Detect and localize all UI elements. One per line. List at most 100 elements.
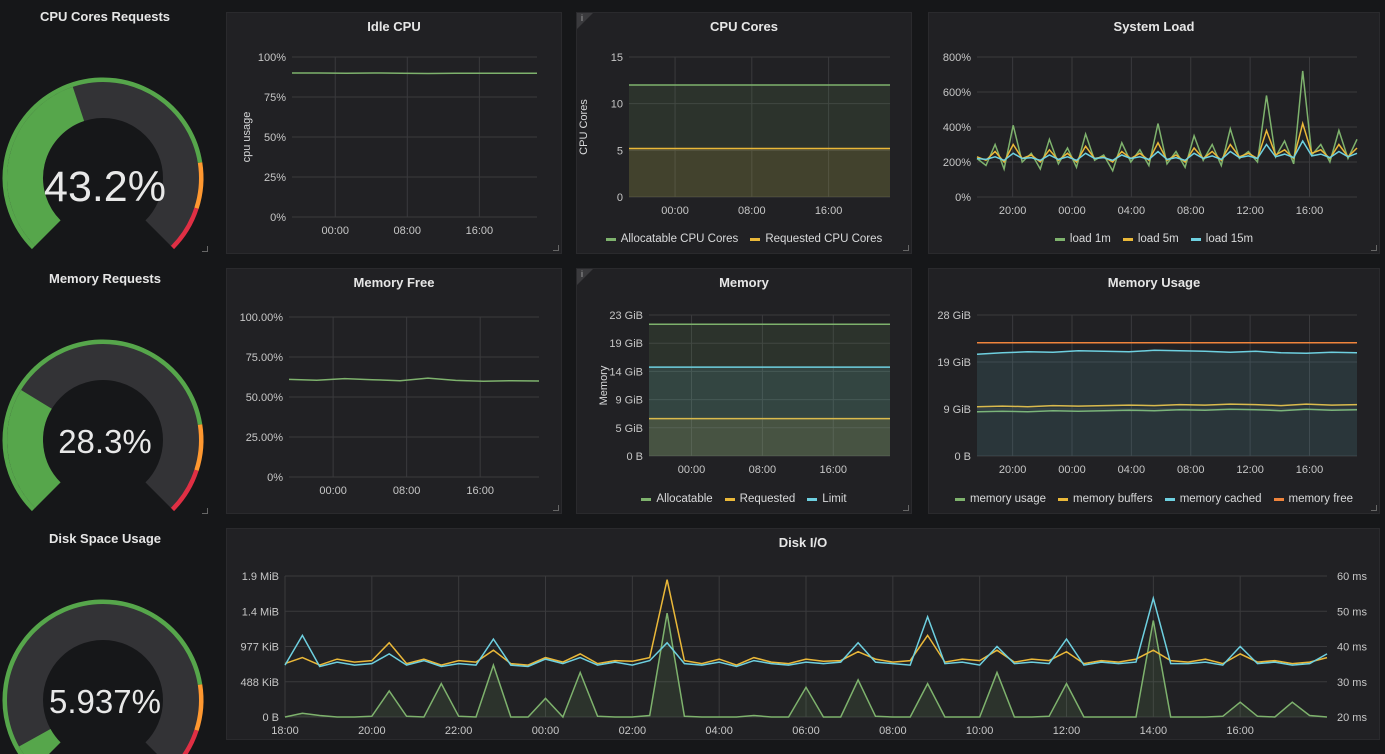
panel-memory-free[interactable]: Memory Free 0% 25.00% 50.00% 75.00% 100.00% 0… bbox=[226, 268, 562, 514]
legend-item[interactable]: memory cached bbox=[1164, 493, 1262, 505]
legend-item[interactable]: load 5m bbox=[1122, 233, 1179, 245]
y-tick-label: 600% bbox=[943, 87, 971, 99]
panel-title[interactable]: Idle CPU bbox=[367, 19, 421, 34]
resize-handle[interactable] bbox=[553, 505, 559, 511]
gauge-value-arc bbox=[7, 86, 85, 246]
resize-handle[interactable] bbox=[202, 246, 208, 252]
x-tick-label: 20:00 bbox=[358, 725, 386, 737]
series-area bbox=[649, 367, 890, 456]
x-tick-label: 12:00 bbox=[1236, 464, 1264, 476]
x-tick-label: 00:00 bbox=[532, 725, 560, 737]
threshold-arc-red bbox=[170, 469, 199, 512]
x-tick-label: 08:00 bbox=[749, 464, 777, 476]
chart-cpu-cores: 0 5 10 15 00:00 08:00 16:00 CPU Cores bbox=[578, 52, 890, 217]
legend-item[interactable]: memory usage bbox=[954, 493, 1046, 505]
info-corner[interactable] bbox=[577, 269, 593, 285]
gauge-memory-requests bbox=[2, 339, 204, 512]
legend-swatch bbox=[1122, 237, 1133, 241]
legend-item[interactable]: load 15m bbox=[1190, 233, 1253, 245]
y-tick-label: 200% bbox=[943, 157, 971, 169]
panel-cpu-cores[interactable]: i CPU Cores 0 5 10 15 00:00 08:00 16:00 CPU Cor… bbox=[576, 12, 912, 254]
panel-system-load[interactable]: System Load 0% 200% 400% 600% 800% 20:00 00:00… bbox=[928, 12, 1380, 254]
x-tick-label: 12:00 bbox=[1236, 205, 1264, 217]
x-tick-label: 08:00 bbox=[879, 725, 907, 737]
legend-item[interactable]: load 1m bbox=[1054, 233, 1111, 245]
threshold-arc-green bbox=[2, 599, 203, 754]
info-corner[interactable] bbox=[577, 13, 593, 29]
x-tick-label: 16:00 bbox=[1226, 725, 1254, 737]
legend-item[interactable]: memory free bbox=[1273, 493, 1353, 505]
panel-memory-usage[interactable]: Memory Usage 0 B 9 GiB 19 GiB 28 GiB 20:00 00… bbox=[928, 268, 1380, 514]
series-area bbox=[629, 85, 890, 197]
y-tick-label: 75.00% bbox=[246, 352, 284, 364]
panel-title[interactable]: CPU Cores bbox=[710, 19, 778, 34]
y2-tick-label: 30 ms bbox=[1337, 677, 1367, 689]
resize-handle[interactable] bbox=[1371, 505, 1377, 511]
legend-item[interactable]: Requested bbox=[724, 493, 795, 505]
panel-title[interactable]: Disk I/O bbox=[778, 535, 828, 550]
x-tick-label: 16:00 bbox=[820, 464, 848, 476]
gauge-panel-cpu-cores-requests[interactable]: CPU Cores Requests 43.2% bbox=[0, 0, 210, 254]
gauge-value-arc bbox=[19, 728, 61, 754]
resize-handle[interactable] bbox=[903, 245, 909, 251]
threshold-arc-orange bbox=[193, 684, 204, 732]
chart-memory-usage: 0 B 9 GiB 19 GiB 28 GiB 20:00 00:00 04:00 08:00… bbox=[937, 310, 1358, 476]
panel-memory[interactable]: i Memory 0 B 5 GiB 9 GiB 14 GiB 19 GiB 23 GiB… bbox=[576, 268, 912, 514]
x-tick-label: 08:00 bbox=[1177, 464, 1205, 476]
y-tick-label: 23 GiB bbox=[609, 310, 643, 322]
info-icon[interactable]: i bbox=[581, 13, 583, 23]
y-tick-label: 0 B bbox=[954, 451, 971, 463]
legend-label: load 5m bbox=[1137, 233, 1179, 245]
resize-handle[interactable] bbox=[553, 245, 559, 251]
legend-swatch bbox=[1164, 497, 1175, 501]
x-tick-label: 16:00 bbox=[1296, 205, 1324, 217]
y-tick-label: 100.00% bbox=[240, 312, 284, 324]
panel-title[interactable]: Memory Free bbox=[353, 275, 435, 290]
legend-item[interactable]: Requested CPU Cores bbox=[750, 233, 882, 245]
legend-item[interactable]: Allocatable CPU Cores bbox=[605, 233, 738, 245]
panel-idle-cpu[interactable]: Idle CPU 0% 25% 50% 75% 100% 00:00 08:00 16:00 c… bbox=[226, 12, 562, 254]
legend-item[interactable]: Limit bbox=[807, 493, 847, 505]
y-tick-label: 0% bbox=[267, 472, 283, 484]
x-tick-label: 16:00 bbox=[1296, 464, 1324, 476]
panel-disk-io[interactable]: Disk I/O 0 B 488 KiB 977 KiB 1.4 MiB 1.9 MiB… bbox=[226, 528, 1380, 740]
series-line bbox=[976, 139, 1358, 162]
x-tick-label: 14:00 bbox=[1140, 725, 1168, 737]
panel-title[interactable]: System Load bbox=[1113, 19, 1195, 34]
legend-label: load 1m bbox=[1069, 233, 1111, 245]
info-icon[interactable]: i bbox=[581, 269, 583, 279]
y-axis-label: Memory bbox=[598, 365, 610, 405]
y-tick-label: 50% bbox=[264, 132, 286, 144]
resize-handle[interactable] bbox=[903, 505, 909, 511]
threshold-arc-green bbox=[2, 339, 203, 512]
y-tick-label: 9 GiB bbox=[943, 404, 971, 416]
series-line bbox=[292, 72, 538, 75]
y-tick-label: 10 bbox=[611, 99, 623, 111]
legend-swatch bbox=[1058, 497, 1068, 501]
panel-title[interactable]: Memory bbox=[719, 275, 769, 290]
legend: Allocatable CPU Cores Requested CPU Core… bbox=[577, 233, 911, 245]
chart-memory: 0 B 5 GiB 9 GiB 14 GiB 19 GiB 23 GiB 00:00 08:0… bbox=[598, 310, 890, 476]
legend-item[interactable]: Allocatable bbox=[641, 493, 713, 505]
x-tick-label: 08:00 bbox=[394, 225, 422, 237]
panel-title[interactable]: Memory Usage bbox=[1107, 275, 1201, 290]
gauge-value: 43.2% bbox=[44, 163, 166, 211]
x-tick-label: 02:00 bbox=[619, 725, 647, 737]
gauge-title: Disk Space Usage bbox=[48, 531, 161, 546]
y-tick-label: 50.00% bbox=[246, 392, 284, 404]
threshold-arc-orange bbox=[193, 424, 204, 472]
resize-handle[interactable] bbox=[202, 508, 208, 514]
gauge-panel-memory-requests[interactable]: Memory Requests 28.3% bbox=[0, 262, 210, 516]
resize-handle[interactable] bbox=[1371, 245, 1377, 251]
y-tick-label: 0% bbox=[955, 192, 971, 204]
gauge-panel-disk-space-usage[interactable]: Disk Space Usage 5.937% bbox=[0, 522, 210, 754]
series-line bbox=[284, 612, 1328, 719]
chart-idle-cpu: 0% 25% 50% 75% 100% 00:00 08:00 16:00 cpu usage bbox=[241, 52, 538, 237]
x-tick-label: 16:00 bbox=[466, 485, 494, 497]
x-tick-label: 00:00 bbox=[678, 464, 706, 476]
legend-item[interactable]: memory buffers bbox=[1058, 493, 1153, 505]
x-tick-label: 22:00 bbox=[445, 725, 473, 737]
y-tick-label: 15 bbox=[611, 52, 623, 64]
x-tick-label: 18:00 bbox=[271, 725, 299, 737]
y-axis-label: CPU Cores bbox=[578, 99, 590, 155]
